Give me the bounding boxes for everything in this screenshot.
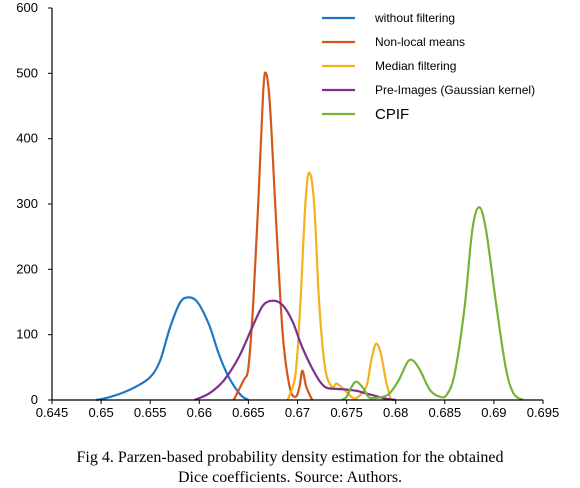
x-tick-label: 0.68: [383, 405, 408, 420]
series-line-3: [286, 171, 392, 401]
y-tick-label: 100: [16, 327, 38, 342]
x-tick-label: 0.685: [429, 405, 462, 420]
axes: [48, 7, 544, 404]
tick-labels: 0.645 0.65 0.655 0.66 0.665 0.67 0.675 0.68 0.68…: [16, 0, 559, 420]
series-line-5: [341, 206, 524, 401]
figure-caption: Fig 4. Parzen-based probability density …: [0, 448, 580, 488]
legend-label-5: CPIF: [375, 106, 409, 123]
x-tick-label: 0.66: [187, 405, 212, 420]
x-tick-label: 0.655: [134, 405, 167, 420]
y-tick-label: 500: [16, 65, 38, 80]
legend: without filtering Non-local means Median f…: [322, 11, 535, 123]
x-tick-label: 0.67: [285, 405, 310, 420]
series-line-1: [95, 296, 250, 402]
caption-line-1: Fig 4. Parzen-based probability density …: [76, 449, 504, 466]
y-tick-label: 300: [16, 196, 38, 211]
x-tick-label: 0.665: [232, 405, 265, 420]
y-tick-label: 400: [16, 131, 38, 146]
density-chart: 0.645 0.65 0.655 0.66 0.665 0.67 0.675 0.68 0.68…: [16, 0, 559, 420]
caption-line-2: Dice coefficients. Source: Authors.: [177, 469, 403, 486]
legend-label-2: Non-local means: [375, 35, 465, 49]
y-tick-label: 600: [16, 0, 38, 15]
series-curves: [95, 71, 524, 402]
x-tick-label: 0.65: [88, 405, 113, 420]
x-tick-label: 0.645: [36, 405, 69, 420]
x-tick-label: 0.695: [527, 405, 560, 420]
series-line-4: [193, 299, 396, 402]
y-tick-label: 200: [16, 261, 38, 276]
y-tick-label: 0: [31, 392, 38, 407]
series-line-2: [232, 71, 314, 401]
legend-label-1: without filtering: [374, 11, 455, 25]
x-tick-label: 0.69: [481, 405, 506, 420]
legend-label-3: Median filtering: [375, 59, 456, 73]
x-tick-label: 0.675: [330, 405, 363, 420]
legend-label-4: Pre-Images (Gaussian kernel): [375, 83, 535, 97]
